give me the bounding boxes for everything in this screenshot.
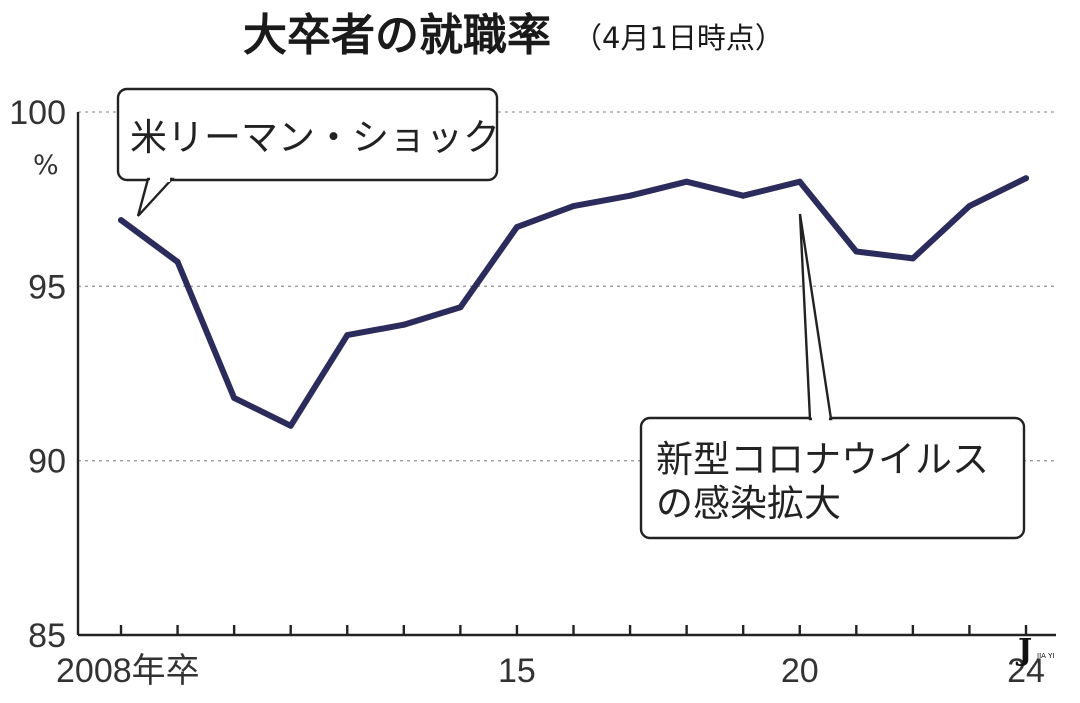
data-point bbox=[287, 422, 294, 429]
data-point bbox=[683, 178, 690, 185]
x-tick-labels: 2008年卒 15 20 24 bbox=[56, 652, 1045, 690]
watermark-logo: J JIA YI bbox=[1015, 633, 1054, 668]
chart-subtitle: （4月1日時点） bbox=[573, 21, 784, 55]
y-tick-label: 100 bbox=[9, 94, 66, 132]
callout-covid-box bbox=[639, 416, 1026, 540]
y-tick-label: 85 bbox=[28, 617, 66, 655]
callout-covid-text-line2: の感染拡大 bbox=[656, 482, 841, 525]
callout-covid-text-line1: 新型コロナウイルス bbox=[656, 438, 989, 481]
x-tick-label: 20 bbox=[781, 652, 819, 690]
chart-title: 大卒者の就職率 bbox=[243, 10, 551, 61]
callout-lehman: 米リーマン・ショック bbox=[116, 87, 500, 217]
y-tick-labels: 100 95 90 85 bbox=[9, 94, 66, 655]
series-line bbox=[118, 175, 1029, 429]
y-tick-label: 90 bbox=[28, 443, 66, 481]
data-point bbox=[344, 332, 351, 339]
x-tick-label: 24 bbox=[1007, 652, 1045, 690]
callout-covid: 新型コロナウイルス の感染拡大 bbox=[639, 213, 1026, 540]
callout-lehman-pointer bbox=[136, 177, 175, 217]
callout-lehman-text: 米リーマン・ショック bbox=[130, 116, 500, 159]
data-point bbox=[174, 258, 181, 265]
data-point bbox=[457, 304, 464, 311]
callout-lehman-box bbox=[116, 87, 499, 182]
data-point bbox=[570, 203, 577, 210]
x-tick-label: 15 bbox=[498, 652, 536, 690]
data-point bbox=[796, 178, 803, 185]
data-point bbox=[909, 255, 916, 262]
y-tick-label: 95 bbox=[28, 268, 66, 306]
watermark-text: JIA YI bbox=[1036, 652, 1054, 660]
data-point bbox=[853, 248, 860, 255]
data-point bbox=[740, 192, 747, 199]
axes bbox=[76, 112, 1056, 637]
x-ticks bbox=[119, 625, 1028, 635]
data-point bbox=[400, 321, 407, 328]
y-unit-label: % bbox=[33, 150, 59, 181]
watermark-letter: J bbox=[1015, 633, 1032, 668]
data-point bbox=[627, 192, 634, 199]
data-point bbox=[1023, 175, 1029, 182]
x-tick-label: 2008年卒 bbox=[56, 652, 200, 690]
data-point bbox=[966, 203, 973, 210]
series bbox=[118, 175, 1029, 429]
data-point bbox=[231, 394, 238, 401]
data-point bbox=[513, 224, 520, 231]
data-point bbox=[118, 217, 124, 224]
callout-covid-pointer bbox=[798, 213, 833, 421]
